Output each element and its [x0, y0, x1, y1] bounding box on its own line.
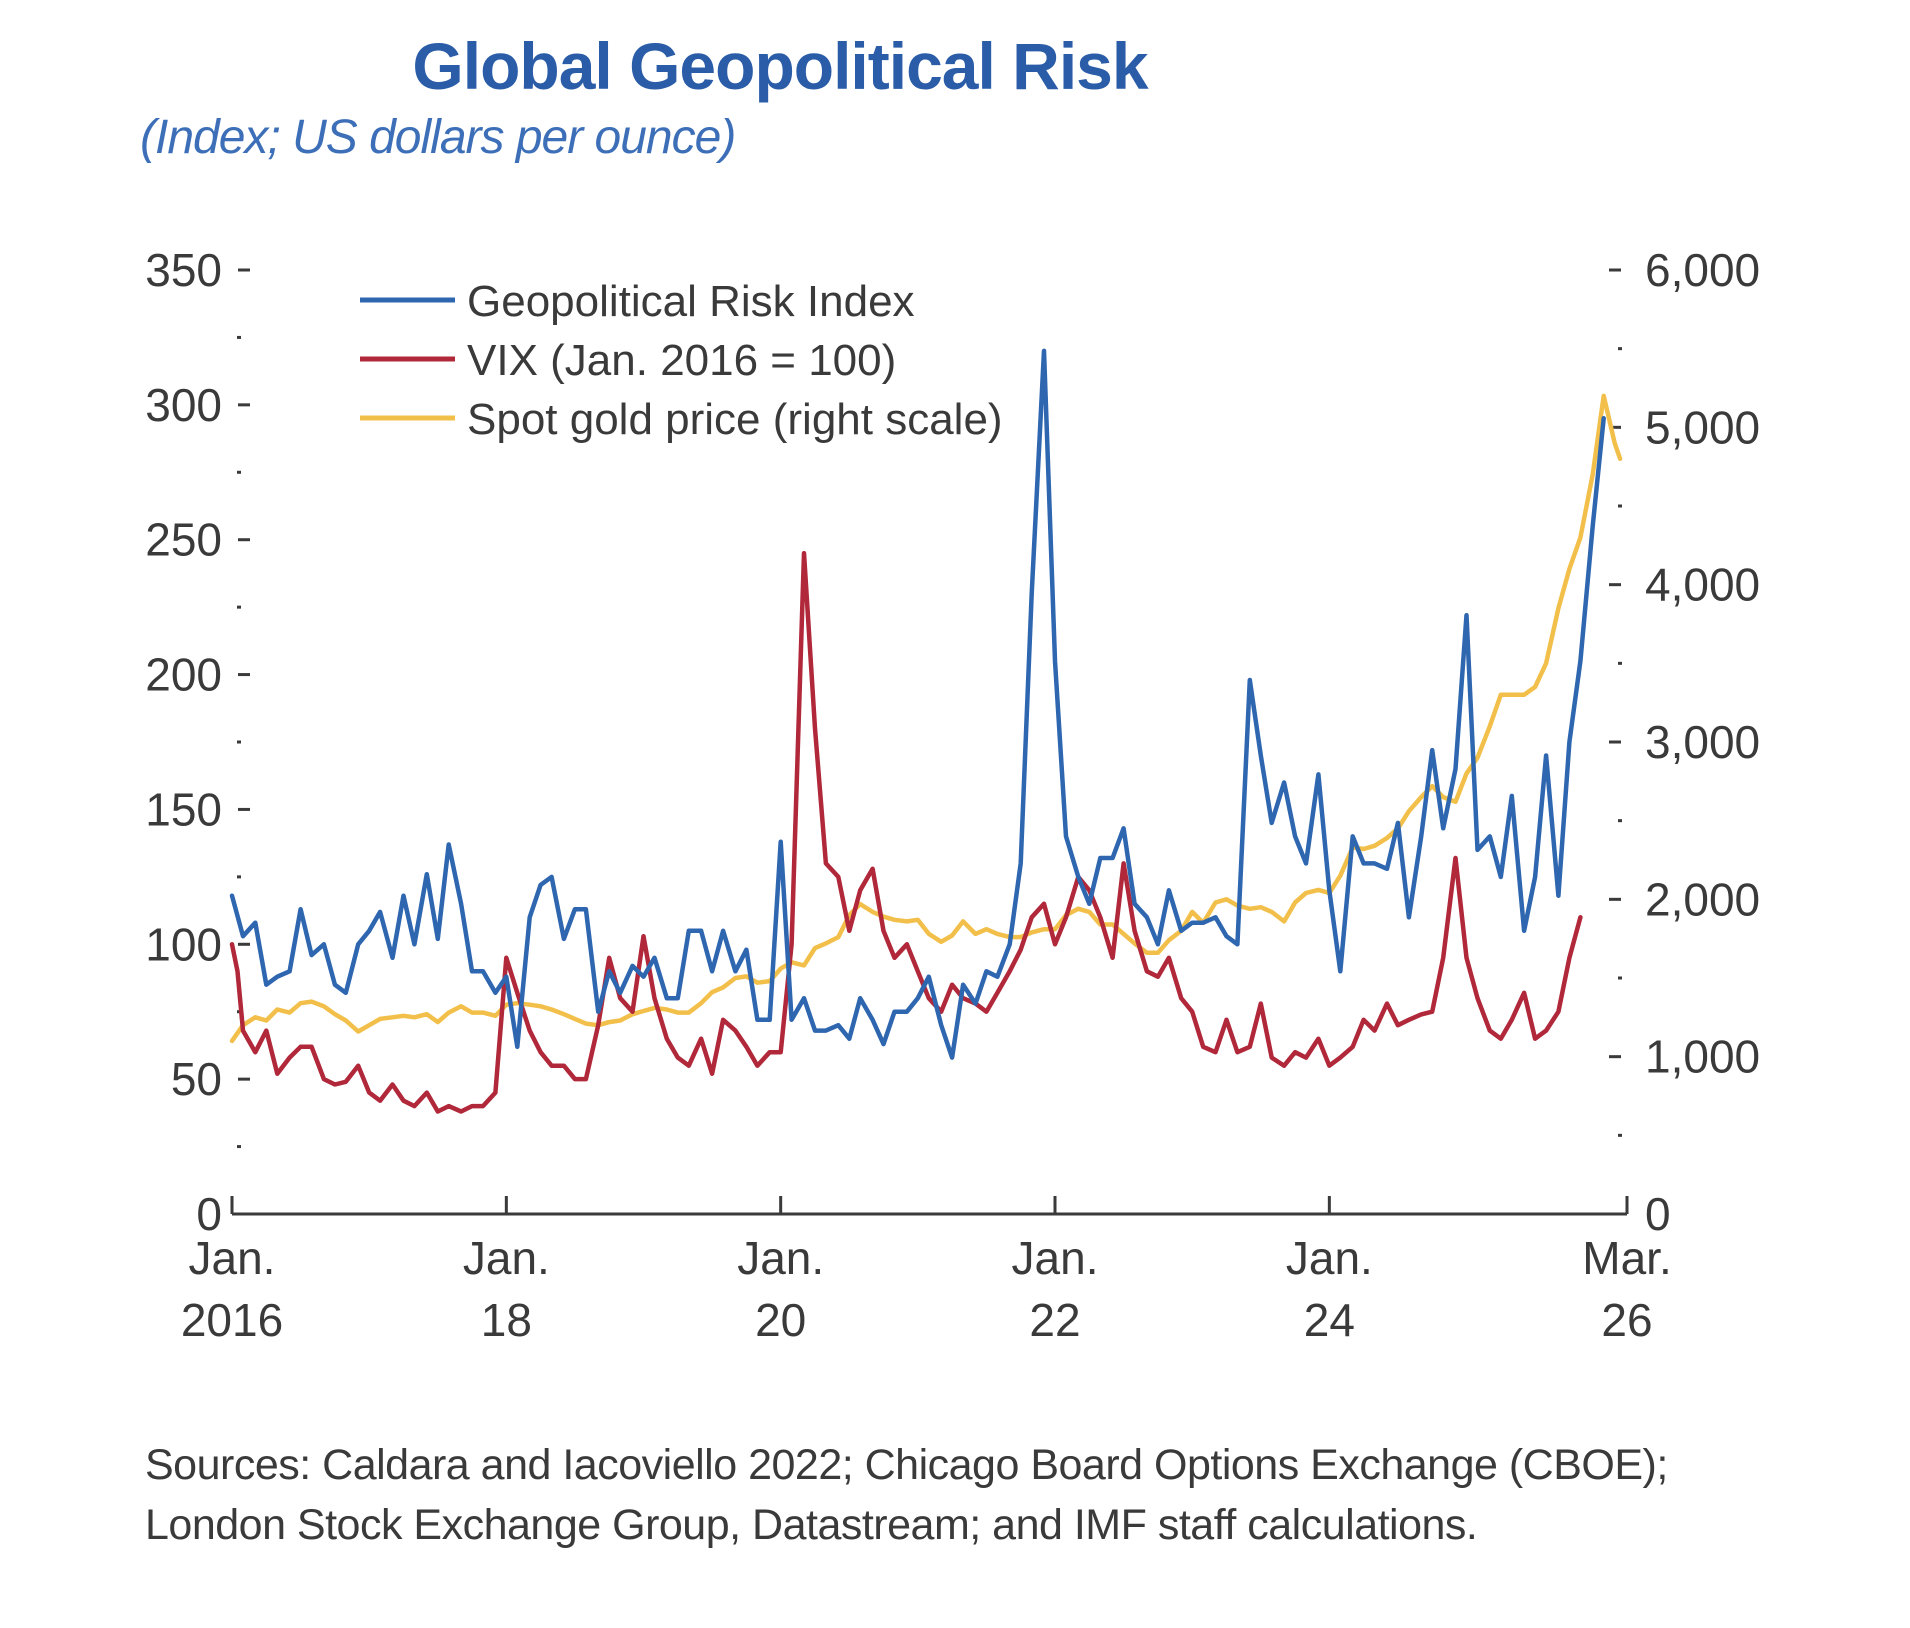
- series-line-1: [229, 550, 1583, 1114]
- left-axis-tick-label: 0: [196, 1188, 222, 1240]
- left-axis-tick-label: 350: [145, 244, 222, 296]
- x-axis-tick-label: Jan.: [189, 1232, 276, 1284]
- legend: Geopolitical Risk Index VIX (Jan. 2016 = …: [360, 277, 1003, 444]
- left-axis-tick-label: 300: [145, 379, 222, 431]
- x-axis-tick-label-year: 22: [1029, 1294, 1080, 1346]
- x-axis-tick-label: Mar.: [1582, 1232, 1671, 1284]
- x-axis-tick-label: Jan.: [1286, 1232, 1373, 1284]
- source-note: Sources: Caldara and Iacoviello 2022; Ch…: [145, 1441, 1668, 1549]
- x-axis-tick-label: Jan.: [463, 1232, 550, 1284]
- legend-label-2: Spot gold price (right scale): [467, 395, 1003, 444]
- left-axis-tick-label: 50: [171, 1053, 222, 1105]
- series-line-2: [229, 393, 1623, 1044]
- x-axis-tick-label-year: 2016: [181, 1294, 283, 1346]
- right-axis-tick-label: 0: [1645, 1188, 1671, 1240]
- right-axis-tick-label: 2,000: [1645, 873, 1760, 925]
- x-axis-tick-label-year: 20: [755, 1294, 806, 1346]
- left-axis-tick-label: 100: [145, 918, 222, 970]
- right-axis-tick-label: 1,000: [1645, 1031, 1760, 1083]
- right-axis-tick-label: 4,000: [1645, 559, 1760, 611]
- x-axis-tick-label: Jan.: [1012, 1232, 1099, 1284]
- x-axis-tick-label-year: 26: [1601, 1294, 1652, 1346]
- left-axis-tick-label: 250: [145, 514, 222, 566]
- right-axis-tick-label: 3,000: [1645, 716, 1760, 768]
- right-axis-tick-label: 5,000: [1645, 401, 1760, 453]
- x-axis-tick-label-year: 18: [481, 1294, 532, 1346]
- x-axis-tick-label-year: 24: [1304, 1294, 1355, 1346]
- legend-label-1: VIX (Jan. 2016 = 100): [467, 336, 896, 385]
- series-layer: [229, 348, 1623, 1114]
- right-axis-tick-label: 6,000: [1645, 244, 1760, 296]
- chart-title: Global Geopolitical Risk: [412, 29, 1148, 103]
- left-axis-tick-label: 150: [145, 783, 222, 835]
- axes-layer: 0 50 100 150 200 250 300 350 0 1,000 2,000 3,000 4,0…: [145, 244, 1760, 1346]
- legend-label-0: Geopolitical Risk Index: [467, 277, 915, 326]
- x-axis-tick-label: Jan.: [737, 1232, 824, 1284]
- series-line-0: [229, 348, 1606, 1060]
- left-axis-tick-label: 200: [145, 649, 222, 701]
- chart-subtitle: (Index; US dollars per ounce): [140, 111, 736, 164]
